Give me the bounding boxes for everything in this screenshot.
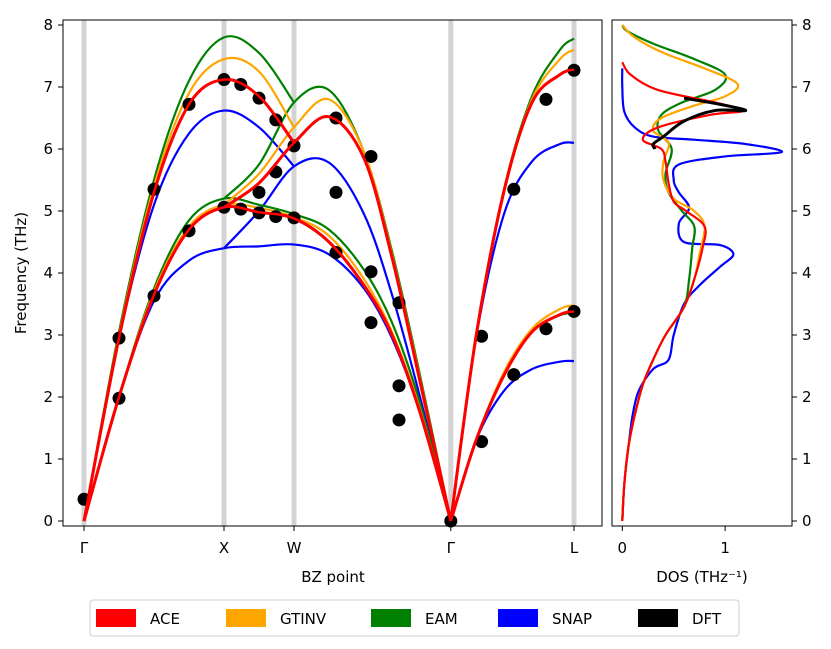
dos-y-tick-label-1: 1 — [802, 450, 812, 468]
dos-y-tick-label-7: 7 — [802, 78, 812, 96]
dos-x-axis-label: DOS (THz⁻¹) — [656, 568, 748, 586]
dos-gtinv-line — [621, 24, 740, 522]
legend: ACE GTINV EAM SNAP DFT — [89, 599, 740, 637]
branch-gtinv-3 — [449, 304, 575, 522]
dispersion-x-axis-label: BZ point — [301, 568, 365, 586]
y-tick-label-3: 3 — [43, 326, 53, 344]
y-tick-label-2: 2 — [43, 388, 53, 406]
branch-eam-1 — [223, 85, 452, 522]
dft-point-33 — [539, 322, 553, 336]
y-tick-label-8: 8 — [43, 16, 53, 34]
x-tick-label-2: W — [287, 539, 302, 557]
legend-label-eam: EAM — [425, 610, 458, 628]
legend-swatch-snap — [498, 609, 538, 627]
branch-gtinv-4 — [449, 48, 575, 522]
dos-eam-line — [621, 24, 728, 522]
dft-point-22 — [364, 265, 378, 279]
dos-plot — [621, 24, 783, 522]
x-tick-label-4: L — [570, 539, 579, 557]
branch-snap-1 — [223, 157, 452, 522]
branch-ace-overlay-0 — [82, 205, 453, 522]
x-tick-label-1: X — [219, 539, 229, 557]
dos-y-tick-label-8: 8 — [802, 16, 812, 34]
dft-point-24 — [364, 316, 378, 330]
dft-point-26 — [392, 379, 406, 393]
dft-point-27 — [392, 413, 406, 427]
dos-x-tick-label-0: 0 — [618, 539, 628, 557]
branch-ace-2 — [82, 77, 296, 522]
dos-y-tick-label-3: 3 — [802, 326, 812, 344]
y-tick-label-6: 6 — [43, 140, 53, 158]
dos-y-tick-label-2: 2 — [802, 388, 812, 406]
x-tick-label-0: Γ — [80, 539, 89, 557]
dft-point-32 — [507, 182, 521, 196]
dft-point-20 — [329, 185, 343, 199]
y-tick-label-5: 5 — [43, 202, 53, 220]
legend-swatch-gtinv — [226, 609, 266, 627]
branch-gtinv-1 — [223, 97, 452, 522]
y-tick-label-4: 4 — [43, 264, 53, 282]
dft-point-12 — [252, 185, 266, 199]
series-eam — [82, 35, 575, 522]
dos-y-tick-label-0: 0 — [802, 512, 812, 530]
dos-y-tick-label-6: 6 — [802, 140, 812, 158]
dft-point-31 — [507, 368, 521, 382]
dft-point-23 — [364, 149, 378, 163]
y-tick-label-0: 0 — [43, 512, 53, 530]
branch-eam-4 — [449, 37, 575, 522]
dft-point-18 — [287, 139, 301, 153]
dos-y-tick-label-5: 5 — [802, 202, 812, 220]
branch-ace-1 — [223, 115, 453, 522]
legend-label-snap: SNAP — [552, 610, 592, 628]
legend-swatch-dft — [638, 609, 678, 627]
branch-ace-4 — [449, 68, 575, 522]
dispersion-ticks: 0 1 2 3 4 5 6 7 8 Γ X W Γ L — [43, 16, 578, 557]
dft-point-19 — [329, 246, 343, 260]
branch-ace-overlay-3 — [449, 310, 575, 522]
dos-dft-line — [651, 96, 748, 150]
dft-point-29 — [475, 435, 489, 449]
series-ace-overlay — [82, 68, 575, 522]
y-tick-label-1: 1 — [43, 450, 53, 468]
legend-swatch-eam — [371, 609, 411, 627]
legend-label-ace: ACE — [150, 610, 180, 628]
legend-label-dft: DFT — [692, 610, 722, 628]
y-tick-label-7: 7 — [43, 78, 53, 96]
branch-snap-2 — [82, 109, 295, 522]
legend-swatch-ace — [96, 609, 136, 627]
branch-ace-overlay-1 — [223, 115, 453, 522]
branch-ace-3 — [449, 309, 575, 522]
legend-label-gtinv: GTINV — [280, 610, 327, 628]
dft-point-14 — [269, 210, 283, 224]
dispersion-axes-frame — [62, 19, 603, 527]
high-symmetry-lines — [81, 20, 577, 526]
dft-point-15 — [269, 165, 283, 179]
x-tick-label-3: Γ — [447, 539, 456, 557]
dispersion-y-axis-label: Frequency (THz) — [12, 212, 30, 334]
dos-y-tick-label-4: 4 — [802, 264, 812, 282]
phonon-dispersion-plot — [77, 35, 581, 528]
dos-ticks: 0 1 2 3 4 5 6 7 8 0 1 — [618, 16, 812, 557]
dft-point-30 — [475, 329, 489, 343]
branch-ace-overlay-2 — [82, 78, 296, 522]
dos-x-tick-label-1: 1 — [720, 539, 730, 557]
branch-eam-3 — [449, 312, 575, 522]
dft-point-34 — [539, 92, 553, 106]
dos-snap-line — [621, 68, 783, 522]
branch-gtinv-2 — [82, 56, 295, 522]
branch-ace-overlay-4 — [449, 68, 575, 522]
